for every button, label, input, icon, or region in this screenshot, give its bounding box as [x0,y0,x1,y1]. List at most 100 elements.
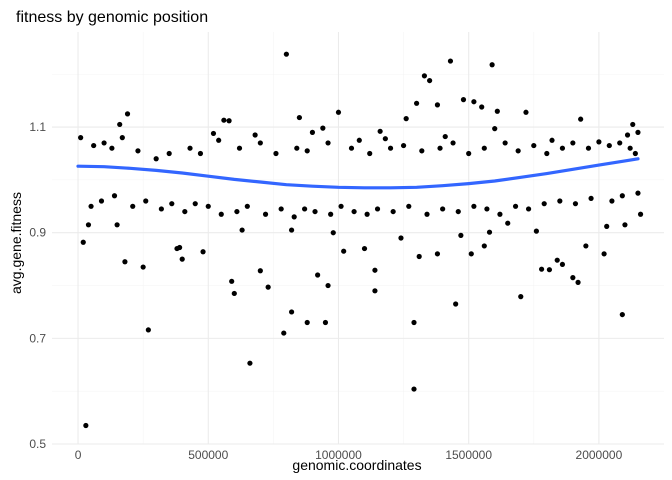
data-point [533,228,539,234]
data-point [166,150,172,157]
data-point [356,137,362,143]
data-point [635,190,641,196]
data-point [583,243,589,249]
data-point [479,104,485,110]
data-point [411,386,417,392]
data-point [617,140,623,146]
data-point [619,311,625,318]
data-point [257,140,263,146]
data-point [387,145,394,151]
data-point [210,130,217,137]
data-point [364,211,370,217]
data-point [111,193,118,199]
y-tick-label: 0.9 [29,226,46,240]
data-point [153,156,159,162]
smooth-trend-line [76,157,640,190]
data-point [288,227,295,233]
data-point [374,206,381,212]
data-point [80,239,86,245]
grid-layer [52,32,664,445]
data-point [453,301,459,307]
data-point [588,195,594,201]
data-point [544,150,550,157]
data-point [497,211,503,217]
data-point [541,201,547,207]
data-point [619,193,625,199]
data-point [179,256,185,262]
data-point [559,145,566,151]
data-point [546,267,553,273]
data-point [278,206,284,212]
data-point [434,102,441,108]
data-point [372,267,378,273]
data-point [635,129,641,135]
data-point [174,245,180,252]
data-point [320,125,326,131]
points-layer [78,51,644,429]
data-point [492,126,498,132]
data-point [575,279,581,285]
data-point [281,330,287,336]
data-point [309,129,316,135]
data-point [302,206,308,212]
data-point [484,206,490,212]
data-point [505,220,511,226]
x-tick-label: 1000000 [315,448,362,462]
data-point [559,261,566,268]
data-point [101,140,107,146]
data-point [630,121,636,128]
data-point [585,145,592,151]
data-point [424,211,430,217]
x-tick-label: 0 [75,448,82,462]
data-point [192,201,198,207]
y-axis-title: avg.gene.fitness [8,192,24,294]
data-point [398,235,404,241]
data-point [570,140,576,146]
data-point [489,62,495,68]
data-point [197,150,204,157]
data-point [239,227,245,233]
data-point [512,203,519,209]
data-point [140,264,146,270]
data-point [377,128,383,134]
data-point [114,222,120,228]
data-point [570,275,576,281]
data-point [231,290,237,297]
data-point [624,132,631,138]
data-point [119,135,125,141]
data-point [328,211,334,217]
data-point [471,203,477,209]
data-point [85,222,92,228]
data-point [572,201,579,207]
data-point [288,309,295,315]
data-point [88,203,94,209]
data-point [372,288,378,294]
data-point [322,319,329,326]
data-point [273,150,279,157]
trend-layer [76,157,640,190]
data-point [335,109,342,115]
data-point [400,142,407,149]
data-point [531,142,537,149]
data-point [471,99,477,105]
data-point [627,145,633,151]
data-point [554,257,560,263]
data-point [169,201,175,207]
data-point [523,109,529,115]
data-point [226,118,232,124]
data-point [609,198,615,204]
data-point [122,259,128,265]
data-point [447,58,454,64]
data-point [632,150,638,157]
data-point [236,145,243,151]
data-point [486,229,493,235]
data-point [578,116,584,122]
data-point [440,206,446,212]
data-point [91,142,97,149]
data-point [257,268,263,274]
data-point [622,222,628,228]
data-point [413,100,420,106]
data-point [291,214,297,220]
data-point [247,360,253,366]
